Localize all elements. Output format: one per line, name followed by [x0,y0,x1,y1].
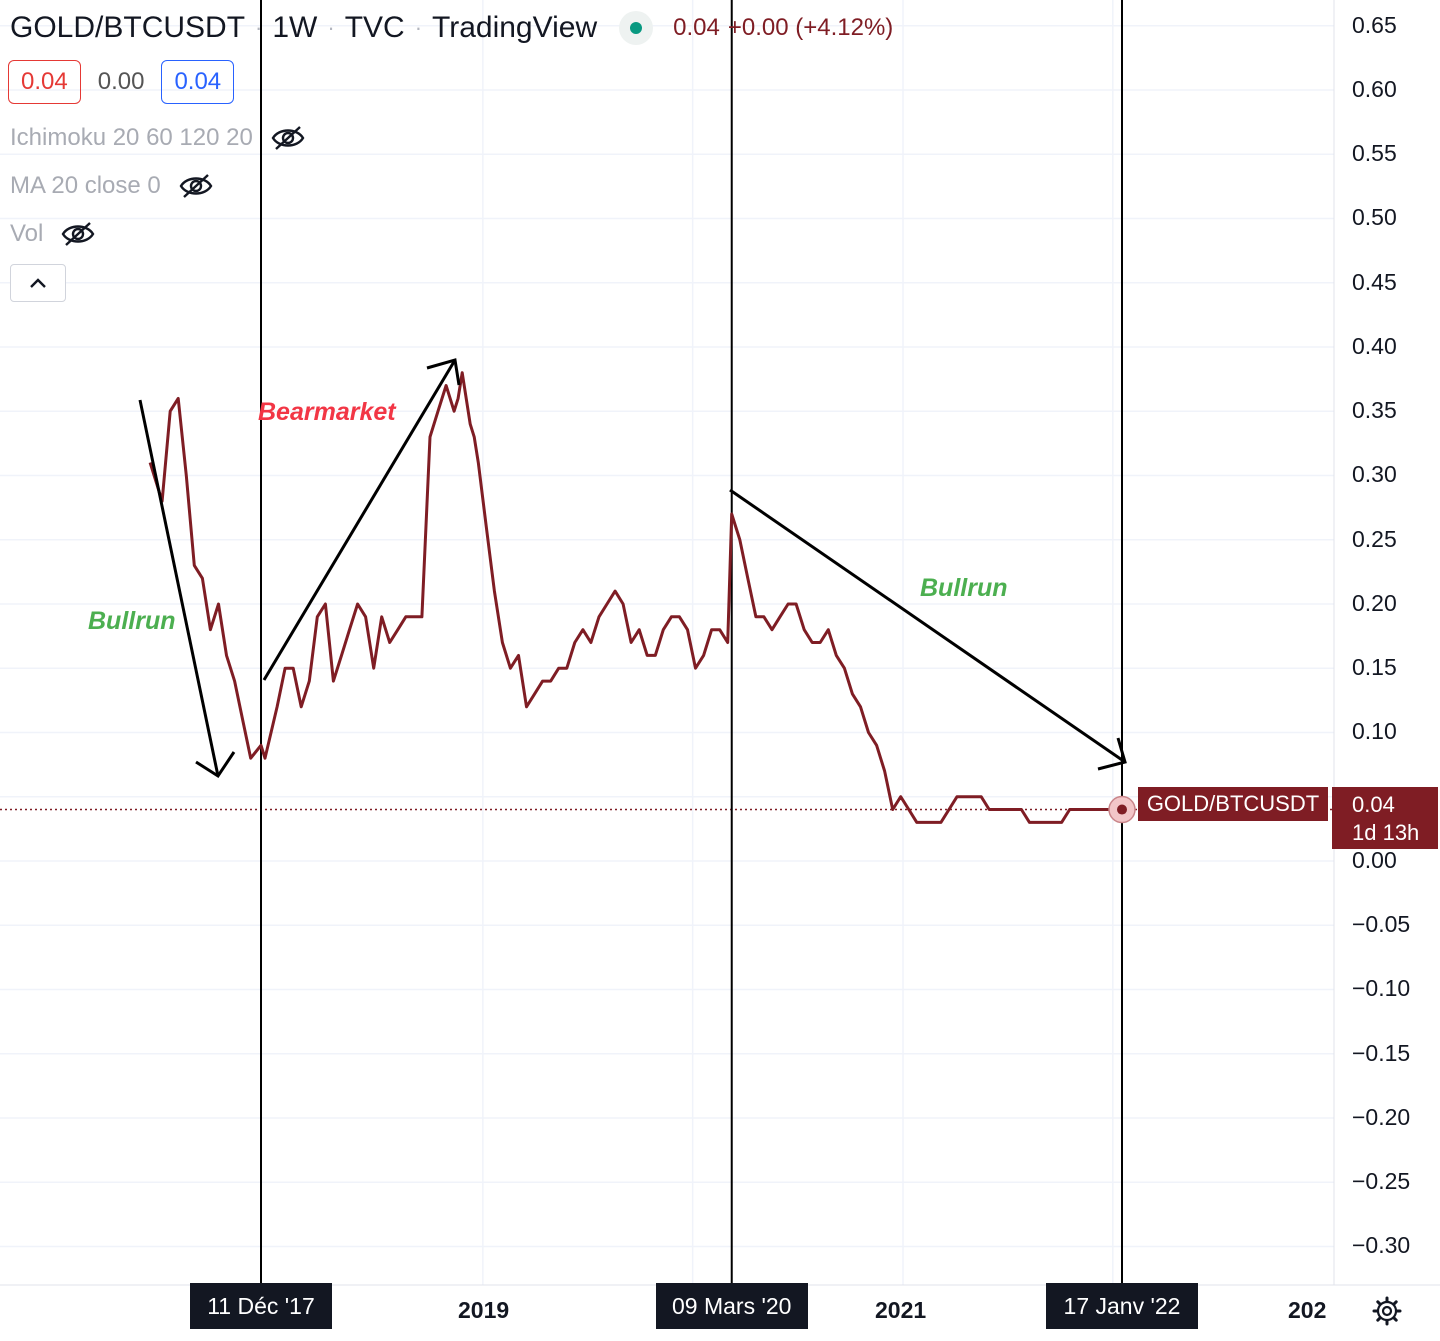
price-tick-label: 0.30 [1352,461,1397,488]
indicator-ma[interactable]: MA 20 close 0 [10,172,213,200]
eye-off-icon[interactable] [179,172,213,200]
gear-icon[interactable] [1372,1296,1402,1326]
price-series-line [148,371,1122,824]
price-tick-label: −0.30 [1352,1232,1411,1259]
trend-arrow-1[interactable] [138,399,236,779]
value-box-sell[interactable]: 0.04 [8,60,81,104]
value-box-buy[interactable]: 0.04 [161,60,235,104]
price-tick-label: 0.45 [1352,268,1397,295]
price-tick-label: −0.20 [1352,1103,1411,1130]
symbol-title[interactable]: GOLD/BTCUSDT [10,11,246,44]
trend-arrow-2[interactable] [262,358,461,681]
time-tick-label: 2021 [875,1297,927,1323]
vertical-marker-lines [260,0,1123,1285]
collapse-legend-button[interactable] [10,264,66,302]
time-marker-label: 11 Déc '17 [190,1283,332,1329]
horizontal-gridlines [0,24,1334,1248]
market-status-icon[interactable] [619,11,654,45]
interval-label[interactable]: 1W [272,11,318,44]
indicator-ichimoku[interactable]: Ichimoku 20 60 120 20 [10,124,305,152]
header-price: 0.04 [673,14,720,41]
price-tick-label: 0.15 [1352,654,1397,681]
indicator-label: Ichimoku 20 60 120 20 [10,124,253,151]
time-marker-label: 17 Janv '22 [1046,1283,1198,1329]
last-price-marker [1117,804,1127,815]
ohlc-values: 0.04 0.00 0.04 [8,60,235,104]
price-tick-label: −0.15 [1352,1039,1411,1066]
time-tick-label: 202 [1288,1297,1327,1323]
price-tick-label: −0.05 [1352,911,1411,938]
indicator-label: MA 20 close 0 [10,172,161,199]
price-tick-label: 0.00 [1352,846,1397,873]
price-tick-label: −0.10 [1352,975,1411,1002]
header-change: +0.00 (+4.12%) [727,14,894,41]
eye-off-icon[interactable] [271,124,305,152]
price-tick-label: 0.10 [1352,718,1397,745]
value-spread: 0.00 [97,68,145,95]
price-tick-label: 0.60 [1352,75,1397,102]
chevron-up-icon [30,278,46,288]
indicator-label: Vol [10,220,44,247]
price-tick-label: 0.40 [1352,332,1397,359]
annotation-bullrun-1[interactable]: Bullrun [88,607,176,635]
annotation-bearmarket[interactable]: Bearmarket [258,398,396,426]
separator: · [255,15,263,40]
exchange-label: TVC [344,11,405,44]
source-label: TradingView [432,11,598,44]
eye-off-icon[interactable] [61,220,95,248]
annotation-bullrun-2[interactable]: Bullrun [920,574,1008,602]
price-tick-label: −0.25 [1352,1168,1411,1195]
time-marker-label: 09 Mars '20 [655,1283,808,1329]
separator: · [414,15,423,40]
vertical-gridlines [482,0,1114,1285]
symbol-price-tag: GOLD/BTCUSDT [1138,787,1328,821]
price-tick-label: 0.50 [1352,204,1397,231]
chart-header: GOLD/BTCUSDT · 1W · TVC · TradingView 0.… [10,8,893,48]
price-tick-label: 0.35 [1352,397,1397,424]
price-tick-label: 0.20 [1352,589,1397,616]
last-price-tag: 0.04 1d 13h [1332,787,1438,849]
price-tick-label: 0.65 [1352,11,1397,38]
time-tick-label: 2019 [458,1297,510,1323]
price-tick-label: 0.55 [1352,140,1397,167]
price-tick-label: 0.25 [1352,525,1397,552]
last-price-value: 0.04 [1352,792,1395,817]
trend-arrow-3[interactable] [729,488,1127,771]
indicator-vol[interactable]: Vol [10,220,95,248]
bar-countdown: 1d 13h [1352,820,1420,845]
separator: · [327,15,335,40]
